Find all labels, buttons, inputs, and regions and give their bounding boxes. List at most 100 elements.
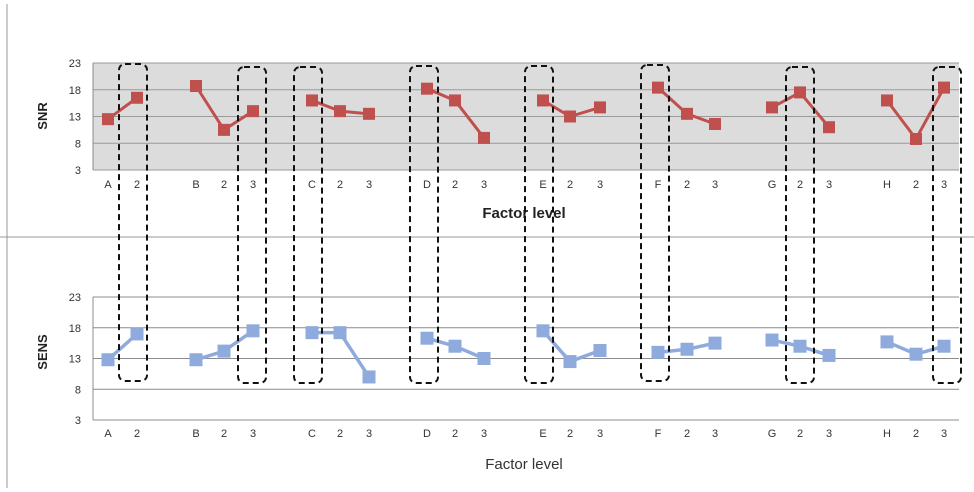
data-point [478, 131, 490, 144]
x-tick-label: 2 [337, 179, 343, 191]
highlight-box-g [785, 66, 815, 384]
x-tick-label: 3 [941, 179, 947, 191]
data-point [823, 121, 835, 134]
data-point [681, 107, 693, 120]
data-point [765, 333, 779, 347]
x-tick-label: 3 [597, 428, 603, 440]
x-tick-label: C [308, 428, 316, 440]
x-tick-label: H [883, 179, 891, 191]
y-tick-label: 13 [69, 112, 81, 124]
data-point [420, 331, 434, 345]
highlight-box-f [640, 64, 670, 382]
x-tick-label: 2 [684, 179, 690, 191]
data-point [766, 101, 778, 114]
data-point [363, 107, 375, 120]
data-point [594, 101, 606, 114]
data-point [652, 81, 664, 94]
x-tick-label: 2 [452, 179, 458, 191]
x-tick-label: 2 [567, 179, 573, 191]
highlight-boxes [118, 63, 962, 384]
x-tick-label: C [308, 179, 316, 191]
y-tick-label: 18 [69, 85, 81, 97]
x-tick-label: G [768, 428, 777, 440]
x-tick-label: 2 [684, 428, 690, 440]
x-tick-label: 3 [826, 179, 832, 191]
x-tick-label: 2 [452, 428, 458, 440]
x-tick-label: 3 [712, 428, 718, 440]
x-tick-label: E [539, 179, 546, 191]
data-point [333, 326, 347, 340]
data-point [189, 353, 203, 367]
y-tick-label: 3 [75, 415, 81, 427]
data-point [246, 324, 260, 338]
x-tick-label: 3 [250, 428, 256, 440]
data-point [910, 132, 922, 145]
data-point [651, 345, 665, 359]
data-point [217, 344, 231, 358]
x-tick-label: B [192, 428, 199, 440]
x-tick-label: 3 [250, 179, 256, 191]
data-point [190, 80, 202, 93]
y-tick-label: 18 [69, 323, 81, 335]
x-tick-label: H [883, 428, 891, 440]
y-tick-label: 8 [75, 138, 81, 150]
x-tick-label: D [423, 428, 431, 440]
x-tick-label: 3 [366, 428, 372, 440]
data-point [218, 123, 230, 136]
data-point [564, 110, 576, 123]
data-point [880, 335, 894, 349]
x-tick-label: B [192, 179, 199, 191]
x-tick-label: G [768, 179, 777, 191]
data-point [563, 355, 577, 369]
x-tick-label: 3 [366, 179, 372, 191]
data-point [680, 342, 694, 356]
y-tick-label: 23 [69, 58, 81, 70]
data-point [536, 324, 550, 338]
data-point [305, 326, 319, 340]
snr-y-axis-label: SNR [35, 102, 50, 130]
x-tick-label: 2 [221, 179, 227, 191]
sens-x-axis-title: Factor level [485, 456, 563, 473]
x-tick-label: 2 [134, 179, 140, 191]
x-tick-label: 2 [567, 428, 573, 440]
x-tick-label: 2 [221, 428, 227, 440]
data-point [938, 81, 950, 94]
data-point [793, 339, 807, 353]
y-tick-label: 3 [75, 165, 81, 177]
data-point [102, 113, 114, 126]
x-tick-label: 3 [826, 428, 832, 440]
x-tick-label: 3 [481, 428, 487, 440]
data-point [909, 347, 923, 361]
x-tick-label: A [104, 179, 112, 191]
data-point [709, 117, 721, 130]
data-point [334, 105, 346, 118]
data-point [537, 94, 549, 107]
sens-y-axis-label: SENS [35, 334, 50, 370]
x-tick-label: 2 [797, 428, 803, 440]
data-point [822, 348, 836, 362]
data-point [362, 370, 376, 384]
data-point [130, 327, 144, 341]
data-point [131, 91, 143, 104]
data-point [477, 352, 491, 365]
x-tick-label: 3 [712, 179, 718, 191]
y-tick-label: 8 [75, 384, 81, 396]
data-point [593, 344, 607, 358]
highlight-box-c [293, 66, 323, 384]
y-tick-label: 13 [69, 354, 81, 366]
x-tick-label: 2 [337, 428, 343, 440]
x-tick-label: F [655, 428, 662, 440]
data-point [708, 336, 722, 350]
x-tick-label: 2 [913, 428, 919, 440]
x-tick-label: 3 [597, 179, 603, 191]
x-tick-label: D [423, 179, 431, 191]
highlight-box-h [932, 66, 962, 384]
x-tick-label: 2 [913, 179, 919, 191]
x-tick-label: F [655, 179, 662, 191]
x-tick-label: 2 [134, 428, 140, 440]
data-point [101, 353, 115, 367]
x-tick-label: 3 [941, 428, 947, 440]
